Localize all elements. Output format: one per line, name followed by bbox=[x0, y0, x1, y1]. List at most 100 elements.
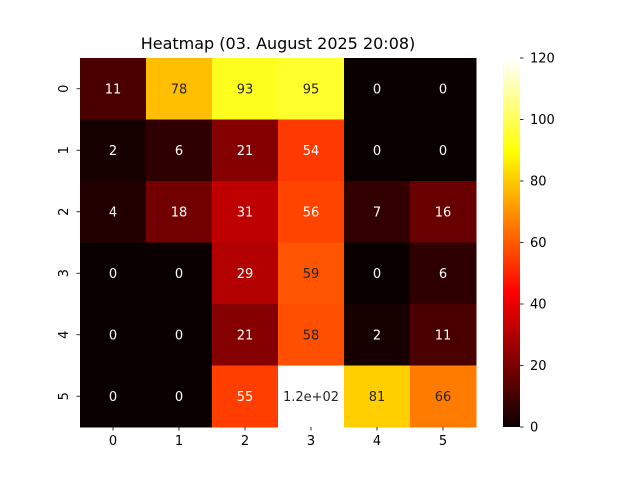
heatmap-cell bbox=[410, 304, 477, 366]
y-tick-label: 2 bbox=[57, 208, 72, 216]
cell-value-label: 0 bbox=[373, 267, 381, 282]
heatmap-cell bbox=[80, 119, 147, 182]
cell-value-label: 95 bbox=[303, 82, 320, 97]
y-tick-label: 0 bbox=[57, 85, 72, 93]
heatmap-cell bbox=[278, 304, 345, 366]
cell-value-label: 21 bbox=[237, 328, 254, 343]
cell-value-label: 21 bbox=[237, 144, 254, 159]
cell-value-label: 59 bbox=[303, 267, 320, 282]
cell-value-label: 58 bbox=[303, 328, 320, 343]
cell-value-label: 0 bbox=[373, 82, 381, 97]
cell-value-label: 11 bbox=[435, 328, 452, 343]
cell-value-label: 81 bbox=[369, 390, 386, 405]
cell-value-label: 0 bbox=[109, 267, 117, 282]
cell-value-label: 18 bbox=[171, 205, 188, 220]
heatmap-cell bbox=[80, 365, 147, 428]
heatmap-cell bbox=[146, 304, 213, 366]
cell-value-label: 31 bbox=[237, 205, 254, 220]
cell-value-label: 54 bbox=[303, 144, 320, 159]
colorbar-tick-label: 80 bbox=[530, 175, 547, 190]
heatmap-cell bbox=[212, 304, 279, 366]
colorbar-tick-label: 120 bbox=[530, 52, 555, 67]
x-tick-label: 1 bbox=[175, 434, 183, 449]
heatmap-cell bbox=[344, 304, 411, 366]
cell-value-label: 0 bbox=[175, 390, 183, 405]
heatmap-cell bbox=[344, 119, 411, 182]
x-tick-label: 5 bbox=[439, 434, 447, 449]
heatmap-cell bbox=[80, 58, 147, 120]
y-tick-label: 3 bbox=[57, 269, 72, 277]
heatmap-cell bbox=[278, 119, 345, 182]
colorbar-tick-label: 60 bbox=[530, 236, 547, 251]
heatmap-cell bbox=[146, 242, 213, 305]
heatmap-cell bbox=[344, 242, 411, 305]
heatmap-cell bbox=[212, 181, 279, 243]
heatmap-cell bbox=[80, 304, 147, 366]
cell-value-label: 78 bbox=[171, 82, 188, 97]
y-tick-label: 5 bbox=[57, 392, 72, 400]
cell-value-label: 66 bbox=[435, 390, 452, 405]
y-tick-label: 4 bbox=[57, 331, 72, 339]
cell-value-label: 1.2e+02 bbox=[283, 390, 339, 405]
heatmap-cell bbox=[410, 181, 477, 243]
x-tick-label: 0 bbox=[109, 434, 117, 449]
colorbar-gradient bbox=[503, 58, 520, 427]
heatmap-cell bbox=[344, 181, 411, 243]
heatmap-cell bbox=[410, 119, 477, 182]
colorbar-tick-label: 20 bbox=[530, 359, 547, 374]
cell-value-label: 0 bbox=[175, 267, 183, 282]
colorbar-tick-label: 40 bbox=[530, 298, 547, 313]
x-tick-label: 4 bbox=[373, 434, 381, 449]
heatmap-cell bbox=[80, 181, 147, 243]
cell-value-label: 29 bbox=[237, 267, 254, 282]
y-tick-label: 1 bbox=[57, 146, 72, 154]
cell-value-label: 16 bbox=[435, 205, 452, 220]
y-axis: 0 1 2 3 4 5 bbox=[57, 85, 80, 400]
cell-value-label: 0 bbox=[439, 82, 447, 97]
cell-value-label: 2 bbox=[109, 144, 117, 159]
cell-value-label: 0 bbox=[175, 328, 183, 343]
cell-value-label: 7 bbox=[373, 205, 381, 220]
heatmap-cell bbox=[146, 119, 213, 182]
heatmap-cell bbox=[146, 181, 213, 243]
heatmap-cell bbox=[344, 58, 411, 120]
colorbar-axis: 0 20 40 60 80 100 120 bbox=[520, 52, 555, 436]
cell-value-label: 0 bbox=[439, 144, 447, 159]
heatmap-cell bbox=[410, 242, 477, 305]
heatmap-cell bbox=[278, 181, 345, 243]
heatmap-cell bbox=[212, 119, 279, 182]
heatmap-cell bbox=[212, 58, 279, 120]
cell-value-label: 93 bbox=[237, 82, 254, 97]
heatmap-cell bbox=[278, 242, 345, 305]
heatmap-annotations: 11 78 93 95 0 02 6 21 54 0 04 18 31 56 7 160 0 29 59 0 60 0 21… bbox=[105, 82, 452, 405]
heatmap-cell bbox=[212, 242, 279, 305]
heatmap-cell bbox=[410, 58, 477, 120]
cell-value-label: 56 bbox=[303, 205, 320, 220]
cell-value-label: 6 bbox=[439, 267, 447, 282]
heatmap-cell bbox=[146, 365, 213, 428]
heatmap-cell bbox=[278, 365, 345, 428]
x-axis: 0 1 2 3 4 5 bbox=[109, 427, 447, 449]
colorbar-tick-label: 100 bbox=[530, 113, 555, 128]
heatmap-cells bbox=[80, 58, 477, 428]
cell-value-label: 0 bbox=[373, 144, 381, 159]
heatmap-cell bbox=[80, 242, 147, 305]
colorbar-tick-label: 0 bbox=[530, 421, 538, 436]
heatmap-cell bbox=[278, 58, 345, 120]
heatmap-cell bbox=[212, 365, 279, 428]
heatmap-cell bbox=[344, 365, 411, 428]
heatmap-cell bbox=[410, 365, 477, 428]
cell-value-label: 11 bbox=[105, 82, 122, 97]
x-tick-label: 2 bbox=[241, 434, 249, 449]
heatmap-cell bbox=[146, 58, 213, 120]
chart-title: Heatmap (03. August 2025 20:08) bbox=[141, 34, 416, 53]
cell-value-label: 0 bbox=[109, 390, 117, 405]
cell-value-label: 4 bbox=[109, 205, 117, 220]
cell-value-label: 55 bbox=[237, 390, 254, 405]
colorbar bbox=[503, 58, 520, 427]
x-tick-label: 3 bbox=[307, 434, 315, 449]
cell-value-label: 0 bbox=[109, 328, 117, 343]
cell-value-label: 6 bbox=[175, 144, 183, 159]
cell-value-label: 2 bbox=[373, 328, 381, 343]
